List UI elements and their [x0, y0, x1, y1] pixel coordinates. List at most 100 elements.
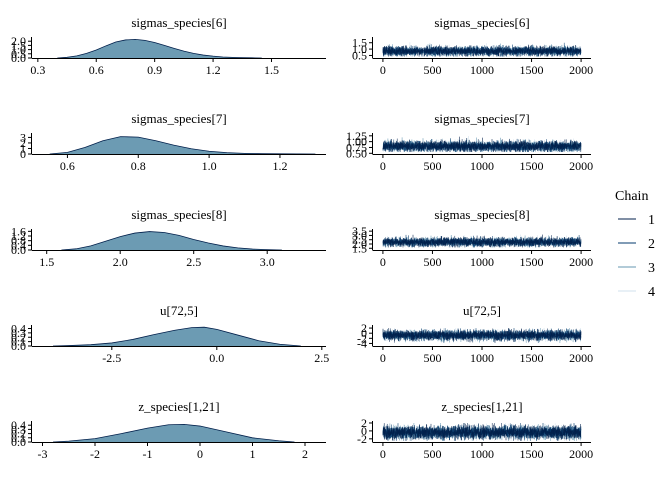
- y-tick-label: 2.5: [352, 233, 367, 247]
- trace-chain-1: [382, 44, 582, 57]
- chain-legend: Chain 1 2 3 4: [615, 189, 655, 300]
- x-tick-label: 2000: [569, 159, 593, 173]
- trace-panel-0: sigmas_species[6] 0 500 1000 1500 2000 0.51.01…: [352, 15, 593, 77]
- x-tick-label: 0.0: [209, 351, 224, 365]
- y-tick-label: 3: [20, 130, 26, 144]
- x-tick-label: 500: [423, 63, 441, 77]
- y-tick-label: 0.4: [11, 322, 26, 336]
- x-tick-label: 1000: [470, 351, 494, 365]
- y-tick-label: 0.3: [11, 326, 26, 340]
- x-tick-label: 0.3: [30, 63, 45, 77]
- x-tick-label: 1500: [520, 351, 544, 365]
- y-tick-label: 2: [361, 416, 367, 430]
- trace-chain-1: [382, 328, 582, 343]
- panel-title: sigmas_species[8]: [131, 207, 226, 222]
- y-tick-label: 1.0: [11, 43, 26, 57]
- x-tick-label: 1500: [520, 63, 544, 77]
- x-tick-label: 0: [380, 63, 386, 77]
- x-tick-label: 3.0: [260, 255, 275, 269]
- panel-title: sigmas_species[6]: [434, 15, 529, 30]
- y-tick-label: 0.1: [11, 431, 26, 445]
- density-panel-4: z_species[1,21] -3 -2 -1 0 1 2 0.00.10.20.30.4: [11, 399, 326, 461]
- y-tick-label: 1.5: [11, 38, 26, 52]
- x-tick-label: 1000: [470, 63, 494, 77]
- y-tick-label: 0.4: [11, 418, 26, 432]
- y-tick-label: 1.00: [346, 135, 367, 149]
- y-tick-label: 0.0: [11, 339, 26, 353]
- panel-title: sigmas_species[7]: [131, 111, 226, 126]
- trace-panel-3: u[72,5]0 500 1000 1500 2000-4-202: [357, 303, 593, 365]
- x-tick-label: 0: [380, 159, 386, 173]
- trace-chain-1: [382, 422, 582, 441]
- density-panel-2: sigmas_species[8] 1.5 2.0 2.5 3.0 0.00.40.81.…: [11, 207, 326, 269]
- y-tick-label: 0.0: [11, 51, 26, 65]
- x-tick-label: 500: [423, 159, 441, 173]
- y-tick-label: 1.5: [352, 241, 367, 255]
- x-tick-label: 1.0: [202, 159, 217, 173]
- density-curve: [52, 326, 301, 347]
- legend-title: Chain: [615, 189, 648, 204]
- x-tick-label: 0.9: [147, 63, 162, 77]
- trace-chain-1: [382, 234, 582, 248]
- y-tick-label: 3.0: [352, 228, 367, 242]
- legend-label: 1: [648, 213, 655, 228]
- x-tick-label: 500: [423, 255, 441, 269]
- legend-entry-1: 1: [618, 213, 655, 228]
- density-area: [61, 231, 282, 250]
- x-tick-label: 2.0: [113, 255, 128, 269]
- y-tick-label: 2: [20, 136, 26, 150]
- trace-panel-1: sigmas_species[7] 0 500 1000 1500 2000 0.500.7…: [346, 111, 593, 173]
- y-tick-label: 1.5: [352, 36, 367, 50]
- x-tick-label: 0: [380, 255, 386, 269]
- density-area: [57, 39, 262, 58]
- x-tick-label: 1500: [520, 447, 544, 461]
- density-panel-0: sigmas_species[6]0.3 0.6 0.9 1.2 1.50.00.51.…: [11, 15, 326, 77]
- y-tick-label: 1.2: [11, 229, 26, 243]
- x-tick-label: 1500: [520, 255, 544, 269]
- density-curve: [49, 136, 316, 155]
- x-tick-label: 2.5: [314, 351, 329, 365]
- x-tick-label: 1000: [470, 447, 494, 461]
- x-tick-label: 500: [423, 351, 441, 365]
- x-tick-label: 2000: [569, 255, 593, 269]
- legend-entry-2: 2: [618, 237, 655, 252]
- x-tick-label: 2.5: [186, 255, 201, 269]
- y-tick-label: -2: [357, 331, 367, 345]
- panel-title: sigmas_species[7]: [434, 111, 529, 126]
- density-panel-3: u[72,5]-2.5 0.0 2.50.00.10.20.30.4: [11, 303, 329, 365]
- y-tick-label: 0.5: [11, 47, 26, 61]
- y-tick-label: 0.50: [346, 146, 367, 160]
- panel-title: sigmas_species[6]: [131, 15, 226, 30]
- y-tick-label: 2.0: [352, 237, 367, 251]
- x-tick-label: 0.6: [60, 159, 75, 173]
- panel-title: sigmas_species[8]: [434, 207, 529, 222]
- x-tick-label: 500: [423, 447, 441, 461]
- y-tick-label: 1.0: [352, 42, 367, 56]
- y-tick-label: 0.5: [352, 48, 367, 62]
- y-tick-label: -4: [357, 336, 367, 350]
- x-tick-label: 2: [302, 447, 308, 461]
- panel-title: u[72,5]: [160, 303, 198, 318]
- x-tick-label: 0: [380, 447, 386, 461]
- y-tick-label: 0.0: [11, 243, 26, 257]
- y-tick-label: 0: [361, 326, 367, 340]
- x-tick-label: 0: [197, 447, 203, 461]
- trace-panel-2: sigmas_species[8] 0 500 1000 1500 2000 1.52.02…: [352, 207, 593, 269]
- y-tick-label: 0.0: [11, 435, 26, 449]
- legend-label: 3: [648, 261, 655, 276]
- y-tick-label: 3.5: [352, 224, 367, 238]
- x-tick-label: 0.8: [131, 159, 146, 173]
- panel-title: z_species[1,21]: [441, 399, 522, 414]
- x-tick-label: 1.5: [39, 255, 54, 269]
- legend-label: 2: [648, 237, 655, 252]
- x-tick-label: 1500: [520, 159, 544, 173]
- legend-label: 4: [648, 285, 655, 300]
- density-area: [53, 327, 301, 346]
- x-tick-label: 2000: [569, 447, 593, 461]
- y-tick-label: -2: [357, 432, 367, 446]
- legend-entry-3: 3: [618, 261, 655, 276]
- x-tick-label: -2.5: [102, 351, 121, 365]
- x-tick-label: 1.2: [206, 63, 221, 77]
